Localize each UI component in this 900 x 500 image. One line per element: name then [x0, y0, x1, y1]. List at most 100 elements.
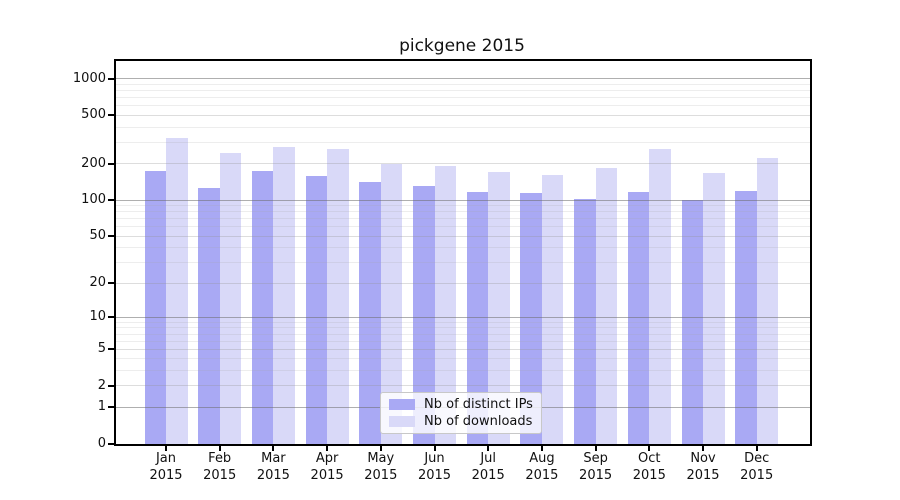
legend-label-downloads: Nb of downloads: [424, 413, 533, 429]
bar-downloads-dec: [756, 158, 779, 444]
bar-distinct-ips-may: [359, 182, 381, 444]
gridline-5: [115, 348, 810, 350]
bar-distinct-ips-mar: [251, 171, 274, 444]
x-tick-mark-oct: [648, 446, 651, 451]
legend: Nb of distinct IPs Nb of downloads: [380, 392, 542, 434]
gridline-500: [115, 114, 810, 116]
bar-distinct-ips-aug: [520, 192, 542, 444]
y-tick-label-500: 500: [81, 107, 106, 123]
gridline-60: [115, 226, 810, 228]
x-tick-mark-jun: [433, 446, 436, 451]
bar-distinct-ips-nov: [681, 200, 703, 444]
y-tick-label-200: 200: [81, 155, 106, 171]
chart-title: pickgene 2015: [399, 36, 525, 56]
x-tick-mark-nov: [702, 446, 704, 451]
y-tick-label-1: 1: [97, 399, 106, 415]
bar-distinct-ips-apr: [305, 176, 328, 444]
bar-downloads-mar: [273, 146, 295, 444]
gridline-80: [115, 211, 810, 213]
gridline-800: [115, 90, 810, 92]
gridline-6: [115, 340, 810, 342]
gridline-400: [115, 126, 810, 128]
gridline-2: [115, 385, 810, 387]
bar-downloads-oct: [649, 148, 671, 444]
bar-distinct-ips-jun: [413, 186, 435, 444]
y-tick-label-0: 0: [97, 436, 106, 451]
y-tick-label-5: 5: [97, 341, 106, 357]
y-tick-label-50: 50: [89, 228, 106, 244]
gridline-700: [115, 97, 810, 99]
y-tick-mark-10: [108, 316, 115, 319]
x-tick-mark-apr: [326, 446, 329, 451]
gridline-20: [115, 282, 810, 284]
x-tick-mark-jan: [165, 446, 167, 451]
x-tick-mark-mar: [272, 446, 275, 451]
y-tick-label-1000: 1000: [72, 70, 106, 86]
y-tick-mark-0: [108, 443, 115, 445]
y-tick-mark-5: [108, 348, 115, 351]
gridline-4: [115, 358, 810, 360]
x-tick-label-dec: Dec 2015: [740, 451, 774, 483]
legend-item-downloads: Nb of downloads: [387, 414, 535, 429]
y-tick-mark-500: [108, 114, 115, 117]
x-tick-label-nov: Nov 2015: [686, 451, 720, 483]
x-tick-mark-may: [379, 446, 382, 451]
bar-downloads-may: [380, 164, 403, 444]
gridline-300: [115, 141, 810, 143]
bar-downloads-sep: [595, 167, 618, 444]
bar-distinct-ips-oct: [627, 192, 650, 444]
gridline-100: [115, 199, 810, 201]
x-tick-label-oct: Oct 2015: [632, 451, 666, 483]
x-tick-label-jun: Jun 2015: [417, 451, 452, 483]
x-tick-mark-aug: [540, 446, 543, 451]
x-tick-mark-sep: [594, 446, 597, 451]
x-tick-label-aug: Aug 2015: [525, 451, 559, 483]
y-tick-label-100: 100: [81, 192, 106, 208]
x-tick-label-feb: Feb 2015: [203, 451, 237, 483]
gridline-200: [115, 163, 810, 165]
legend-item-distinct-ips: Nb of distinct IPs: [387, 397, 535, 412]
y-tick-mark-20: [108, 282, 115, 285]
bar-downloads-jun: [434, 165, 456, 444]
bar-downloads-aug: [541, 174, 564, 444]
x-tick-mark-feb: [218, 446, 221, 451]
gridline-7: [115, 333, 810, 335]
x-tick-label-jul: Jul 2015: [471, 451, 505, 483]
gridline-1000: [115, 78, 810, 80]
gridline-9: [115, 321, 810, 323]
gridline-50: [115, 235, 810, 237]
y-tick-mark-200: [108, 162, 115, 165]
y-tick-mark-100: [108, 199, 115, 202]
x-tick-label-may: May 2015: [364, 451, 398, 483]
y-tick-mark-2: [108, 384, 115, 387]
gridline-90: [115, 205, 810, 207]
bar-distinct-ips-feb: [198, 187, 220, 444]
bar-distinct-ips-jan: [144, 170, 166, 444]
gridline-900: [115, 83, 810, 85]
y-tick-label-2: 2: [97, 377, 106, 393]
gridline-3: [115, 370, 810, 372]
x-tick-label-jan: Jan 2015: [149, 451, 183, 483]
gridline-600: [115, 105, 810, 107]
gridline-30: [115, 262, 810, 264]
bar-downloads-jul: [488, 172, 510, 444]
y-tick-mark-1000: [108, 77, 115, 80]
bar-downloads-nov: [703, 172, 725, 444]
legend-swatch-distinct-ips: [389, 399, 415, 411]
bar-distinct-ips-sep: [574, 198, 596, 444]
x-tick-mark-jul: [487, 446, 490, 451]
x-tick-label-mar: Mar 2015: [256, 451, 290, 483]
x-tick-label-sep: Sep 2015: [579, 451, 613, 483]
y-tick-label-20: 20: [89, 275, 106, 291]
bar-downloads-feb: [219, 153, 242, 444]
gridline-40: [115, 247, 810, 249]
bar-downloads-apr: [327, 148, 349, 444]
gridline-8: [115, 327, 810, 329]
gridline-70: [115, 218, 810, 220]
x-tick-label-apr: Apr 2015: [310, 451, 344, 483]
legend-swatch-downloads: [389, 415, 415, 427]
y-tick-mark-50: [108, 235, 115, 238]
x-tick-mark-dec: [755, 446, 758, 451]
gridline-10: [115, 316, 810, 318]
